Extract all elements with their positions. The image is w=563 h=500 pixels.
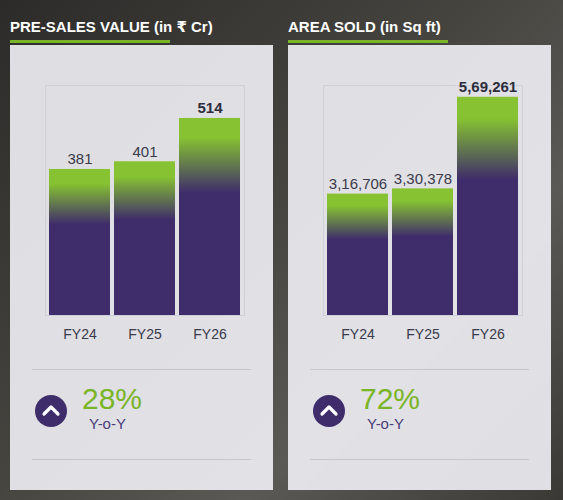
html-text:72%: 72%: [360, 382, 420, 415]
svg-text:FY24: FY24: [341, 326, 375, 342]
svg-text:381: 381: [67, 150, 92, 167]
html-text:PRE-SALES VALUE (in ₹ Cr): PRE-SALES VALUE (in ₹ Cr): [10, 18, 213, 35]
html-text:28%: 28%: [82, 382, 142, 415]
svg-text:3,30,378: 3,30,378: [394, 170, 452, 187]
svg-text:FY26: FY26: [193, 326, 227, 342]
svg-text:FY25: FY25: [128, 326, 162, 342]
svg-text:3,16,706: 3,16,706: [329, 175, 387, 192]
svg-text:FY24: FY24: [63, 326, 97, 342]
html-text:Y-o-Y: Y-o-Y: [367, 415, 404, 432]
svg-text:514: 514: [197, 99, 223, 116]
svg-text:401: 401: [132, 143, 157, 160]
svg-text:5,69,261: 5,69,261: [459, 78, 517, 95]
html-text:Y-o-Y: Y-o-Y: [89, 415, 126, 432]
svg-text:FY25: FY25: [406, 326, 440, 342]
html-text:AREA SOLD (in Sq ft): AREA SOLD (in Sq ft): [288, 18, 441, 35]
svg-text:FY26: FY26: [471, 326, 505, 342]
